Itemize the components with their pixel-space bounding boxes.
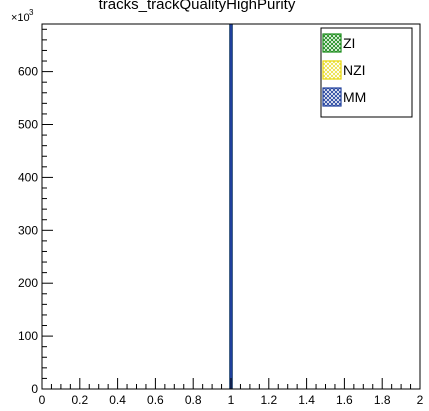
x-tick-label: 0 — [39, 393, 46, 406]
legend: ZI NZI MM — [320, 27, 413, 118]
y-tick-label: 100 — [18, 329, 38, 343]
x-tick-label: 1.8 — [374, 393, 391, 406]
bar-mm-0 — [229, 23, 233, 390]
x-tick-label: 0.4 — [109, 393, 126, 406]
y-axis: 0 100 200 300 400 500 600 — [18, 28, 53, 396]
legend-swatch-zi — [322, 33, 342, 53]
legend-swatch-mm — [322, 87, 342, 107]
chart-title: tracks_trackQualityHighPurity — [99, 0, 296, 13]
x-tick-label: 0.8 — [185, 393, 202, 406]
legend-label-zi: ZI — [343, 35, 355, 51]
legend-entry-nzi: NZI — [322, 60, 366, 80]
x-axis: 0 0.2 0.4 0.6 0.8 1 1.2 1.4 1.6 1.8 2 — [39, 378, 424, 407]
x-tick-label: 1.4 — [298, 393, 315, 406]
legend-entry-mm: MM — [322, 87, 366, 107]
x-tick-label: 1.6 — [336, 393, 353, 406]
legend-label-mm: MM — [343, 89, 366, 105]
y-tick-label: 200 — [18, 276, 38, 290]
legend-label-nzi: NZI — [343, 62, 366, 78]
y-multiplier-exponent: 3 — [29, 8, 34, 17]
y-tick-label: 400 — [18, 170, 38, 184]
x-tick-label: 0.2 — [71, 393, 88, 406]
y-tick-label: 0 — [31, 382, 38, 396]
y-multiplier: ×10 3 — [11, 8, 34, 24]
x-tick-label: 1 — [228, 393, 235, 406]
y-tick-label: 300 — [18, 223, 38, 237]
y-multiplier-base: ×10 — [11, 12, 30, 24]
x-tick-label: 0.6 — [147, 393, 164, 406]
y-tick-label: 600 — [18, 65, 38, 79]
legend-entry-zi: ZI — [322, 33, 355, 53]
x-tick-label: 2 — [417, 393, 424, 406]
y-tick-label: 500 — [18, 118, 38, 132]
x-tick-label: 1.2 — [260, 393, 277, 406]
bars-layer — [229, 23, 233, 390]
legend-swatch-nzi — [322, 60, 342, 80]
